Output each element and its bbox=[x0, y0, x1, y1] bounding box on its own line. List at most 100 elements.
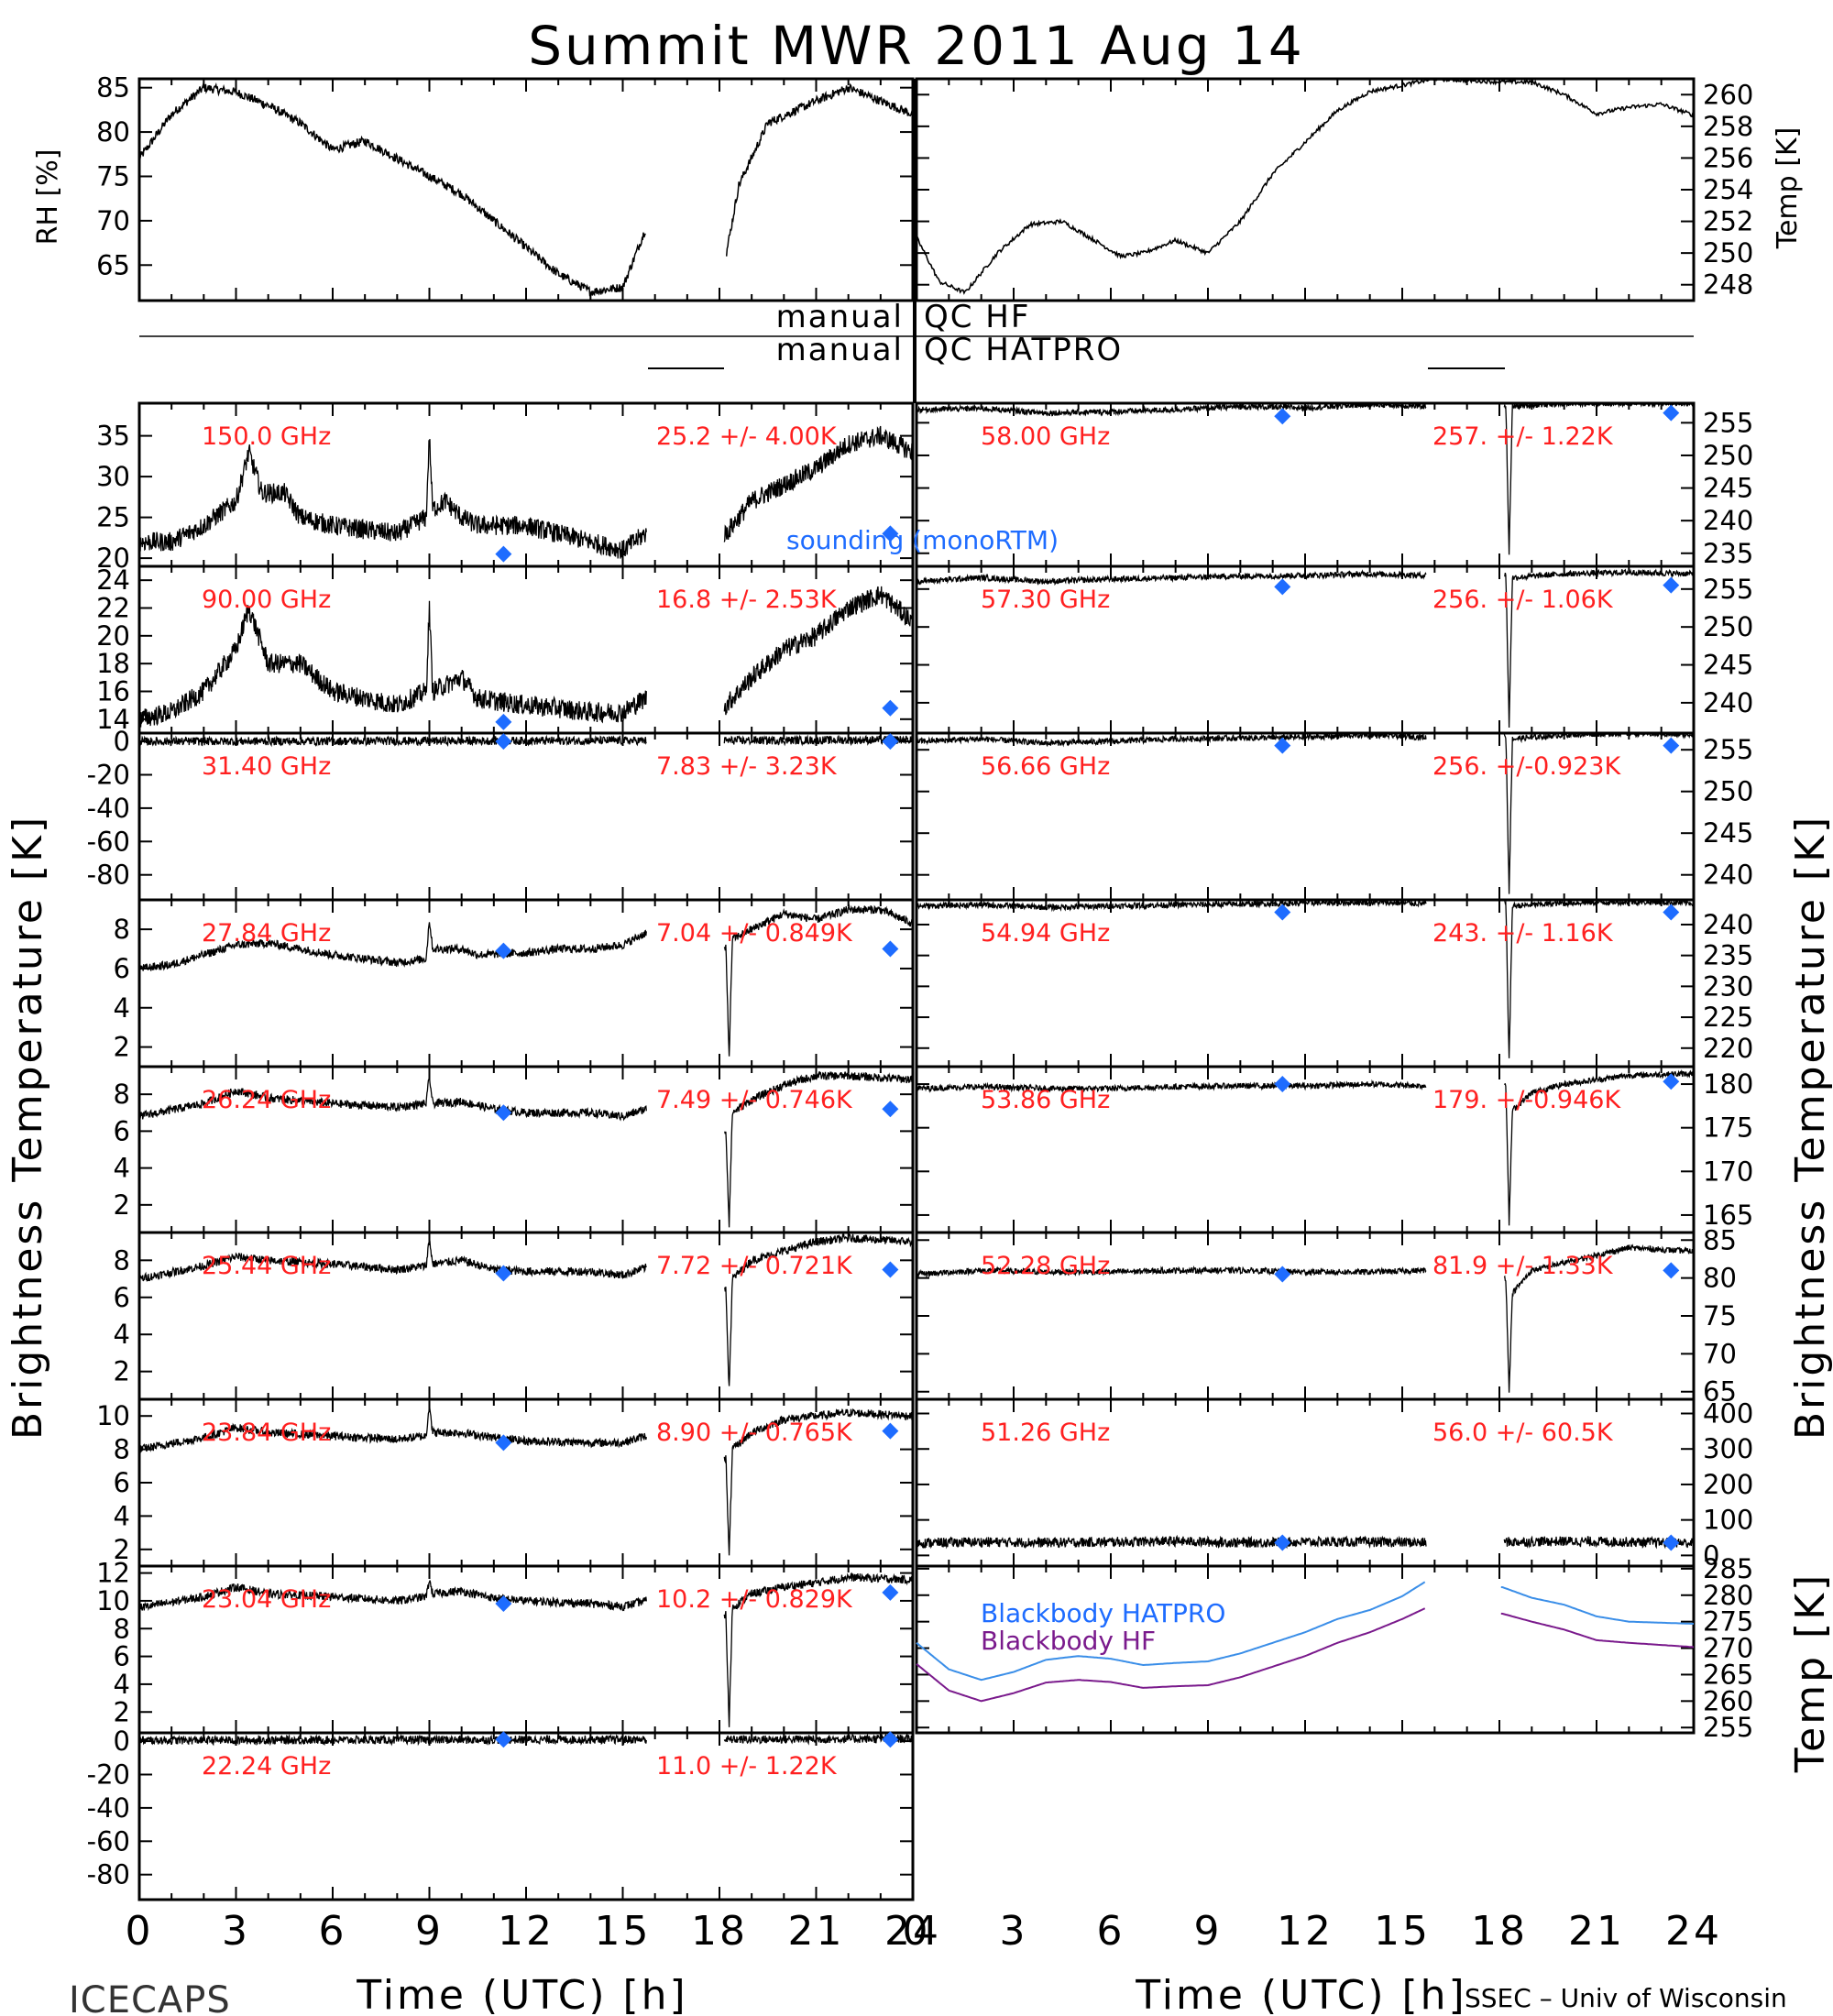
hatpro-panel-0-ytick-label: 245 bbox=[1703, 473, 1753, 504]
hf-panel-1-sounding-point bbox=[495, 713, 512, 730]
footer-left: ICECAPS bbox=[69, 1979, 231, 2016]
hf-panel-5-sounding-point bbox=[882, 1261, 899, 1278]
hatpro-panel-1-ytick-label: 245 bbox=[1703, 650, 1753, 681]
qc-panel: manual QC HF manual QC HATPRO bbox=[776, 299, 1122, 368]
hf-panel-5-series-line bbox=[138, 1232, 914, 1386]
hatpro-panel-3-stats-label: 243. +/- 1.16K bbox=[1432, 919, 1614, 948]
bb-hf-legend: Blackbody HF bbox=[981, 1626, 1156, 1656]
hf-panel-2-ytick-label: -60 bbox=[87, 826, 130, 857]
right-xtick-label: 6 bbox=[1097, 1908, 1125, 1955]
temp-panel-ytick-label: 260 bbox=[1703, 79, 1753, 110]
hf-panel-5-ytick-label: 4 bbox=[114, 1319, 130, 1350]
hf-panel-0-sounding-point bbox=[495, 545, 512, 563]
hatpro-panel-7-ytick-label: 285 bbox=[1703, 1553, 1753, 1584]
hf-panel-3-series-line bbox=[138, 904, 914, 1057]
hf-panel-4-ytick-label: 2 bbox=[114, 1189, 130, 1221]
hf-panel-7-ytick-label: 4 bbox=[114, 1669, 130, 1700]
temp-series-line bbox=[916, 77, 1695, 295]
hf-panel-0-freq-label: 150.0 GHz bbox=[202, 422, 331, 451]
hatpro-panel-5-stats-label: 81.9 +/- 1.33K bbox=[1432, 1252, 1614, 1280]
hf-panel-4-series-line bbox=[138, 1070, 914, 1228]
hatpro-panel-0-ytick-label: 240 bbox=[1703, 505, 1753, 536]
hatpro-panel-1-series-line bbox=[916, 568, 1695, 729]
hatpro-panel-2-ytick-label: 250 bbox=[1703, 776, 1753, 807]
right-xtick-label: 9 bbox=[1194, 1908, 1223, 1955]
hf-panel-0-ytick-label: 20 bbox=[96, 542, 130, 574]
hatpro-panel-2-ytick-label: 240 bbox=[1703, 860, 1753, 891]
hf-panel-8-sounding-point bbox=[495, 1731, 512, 1748]
hf-panel-8-sounding-point bbox=[882, 1731, 899, 1748]
hf-panel-0-stats-label: 25.2 +/- 4.00K bbox=[656, 422, 838, 451]
hf-panel-5-freq-label: 25.44 GHz bbox=[202, 1252, 331, 1280]
rh-series-line bbox=[138, 82, 914, 298]
hf-panel-3-sounding-point bbox=[495, 942, 512, 959]
blackbody-series-1 bbox=[916, 1607, 1695, 1703]
qc-hf-label-right: QC HF bbox=[924, 299, 1030, 335]
hatpro-panel-7-ytick-label: 260 bbox=[1703, 1685, 1753, 1716]
right-xtick-label: 18 bbox=[1471, 1908, 1528, 1955]
hatpro-panel-6-ytick-label: 100 bbox=[1703, 1505, 1753, 1536]
left-xtick-label: 21 bbox=[788, 1908, 845, 1955]
hf-panel-0-sounding-point bbox=[882, 525, 899, 542]
hatpro-panel-4-ytick-label: 175 bbox=[1703, 1112, 1753, 1144]
hatpro-panel-4-sounding-point bbox=[1274, 1076, 1291, 1093]
hatpro-panel-3-ytick-label: 220 bbox=[1703, 1033, 1753, 1064]
hatpro-panel-3-ytick-label: 230 bbox=[1703, 970, 1753, 1002]
hatpro-panel-5-series-line bbox=[916, 1244, 1695, 1393]
footer-right: SSEC – Univ of Wisconsin bbox=[1465, 1983, 1787, 2013]
temp-panel-frame bbox=[915, 77, 1696, 302]
hf-panel-7-sounding-point bbox=[882, 1583, 899, 1601]
rh-panel-ytick-label: 80 bbox=[96, 116, 130, 148]
hatpro-panel-5-sounding-point bbox=[1663, 1262, 1680, 1279]
left-xtick-label: 24 bbox=[884, 1908, 941, 1955]
temp-axis-label: Temp [K] bbox=[1772, 127, 1804, 250]
hatpro-panel-3-ytick-label: 235 bbox=[1703, 940, 1753, 971]
hatpro-panel-2-ytick-label: 255 bbox=[1703, 734, 1753, 765]
hf-panel-7-series-line bbox=[138, 1572, 914, 1727]
hf-panel-2-ytick-label: -40 bbox=[87, 793, 130, 824]
left-xtick-label: 6 bbox=[319, 1908, 347, 1955]
hf-panel-7-ytick-label: 2 bbox=[114, 1696, 130, 1727]
hf-panel-7-ytick-label: 8 bbox=[114, 1613, 130, 1644]
hf-panel-1-ytick-label: 18 bbox=[96, 648, 130, 679]
hf-panel-7-sounding-point bbox=[495, 1594, 512, 1612]
hatpro-panel-7-ytick-label: 280 bbox=[1703, 1580, 1753, 1611]
bb-hatpro-legend: Blackbody HATPRO bbox=[981, 1598, 1225, 1628]
hf-panel-7-ytick-label: 10 bbox=[96, 1585, 130, 1616]
hf-panel-2-freq-label: 31.40 GHz bbox=[202, 752, 331, 781]
hf-panel-2-ytick-label: -80 bbox=[87, 860, 130, 891]
hf-panel-7-stats-label: 10.2 +/- 0.829K bbox=[656, 1585, 853, 1614]
hf-panel-6-ytick-label: 8 bbox=[114, 1434, 130, 1465]
left-xtick-label: 18 bbox=[691, 1908, 748, 1955]
hatpro-panel-2-stats-label: 256. +/-0.923K bbox=[1432, 752, 1621, 781]
hatpro-panel-2-ytick-label: 245 bbox=[1703, 817, 1753, 849]
hatpro-panel-2-freq-label: 56.66 GHz bbox=[981, 752, 1110, 781]
hf-panel-3-sounding-point bbox=[882, 940, 899, 958]
hatpro-panel-6-ytick-label: 0 bbox=[1703, 1539, 1719, 1571]
blackbody-series-0 bbox=[916, 1581, 1695, 1682]
temp-panel-ytick-label: 250 bbox=[1703, 237, 1753, 268]
hatpro-panel-7-ytick-label: 270 bbox=[1703, 1633, 1753, 1664]
hatpro-panel-7-ytick-label: 275 bbox=[1703, 1606, 1753, 1638]
hatpro-panel-3-sounding-point bbox=[1663, 904, 1680, 921]
hatpro-panel-4-sounding-point bbox=[1663, 1073, 1680, 1090]
hf-panel-1-stats-label: 16.8 +/- 2.53K bbox=[656, 586, 838, 614]
hf-panel-1-ytick-label: 16 bbox=[96, 676, 130, 707]
hatpro-panel-4-stats-label: 179. +/-0.946K bbox=[1432, 1086, 1621, 1114]
hf-panel-4-freq-label: 26.24 GHz bbox=[202, 1086, 331, 1114]
hf-panel-3-ytick-label: 2 bbox=[114, 1032, 130, 1063]
hatpro-panel-6-stats-label: 56.0 +/- 60.5K bbox=[1432, 1419, 1614, 1447]
hf-panel-5-ytick-label: 2 bbox=[114, 1356, 130, 1387]
hf-panel-6-sounding-point bbox=[495, 1434, 512, 1452]
hf-panel-6-stats-label: 8.90 +/- 0.765K bbox=[656, 1419, 853, 1447]
hf-panel-2-ytick-label: -20 bbox=[87, 760, 130, 791]
left-xtick-label: 15 bbox=[595, 1908, 652, 1955]
hf-panel-5-stats-label: 7.72 +/- 0.721K bbox=[656, 1252, 853, 1280]
hatpro-panel-5-ytick-label: 85 bbox=[1703, 1224, 1737, 1255]
left-xtick-label: 3 bbox=[222, 1908, 250, 1955]
temp-bottom-axis-label: Temp [K] bbox=[1787, 1572, 1833, 1773]
hf-panel-6-ytick-label: 2 bbox=[114, 1534, 130, 1565]
hf-panel-0-ytick-label: 25 bbox=[96, 502, 130, 533]
hf-panel-8-stats-label: 11.0 +/- 1.22K bbox=[656, 1752, 838, 1780]
